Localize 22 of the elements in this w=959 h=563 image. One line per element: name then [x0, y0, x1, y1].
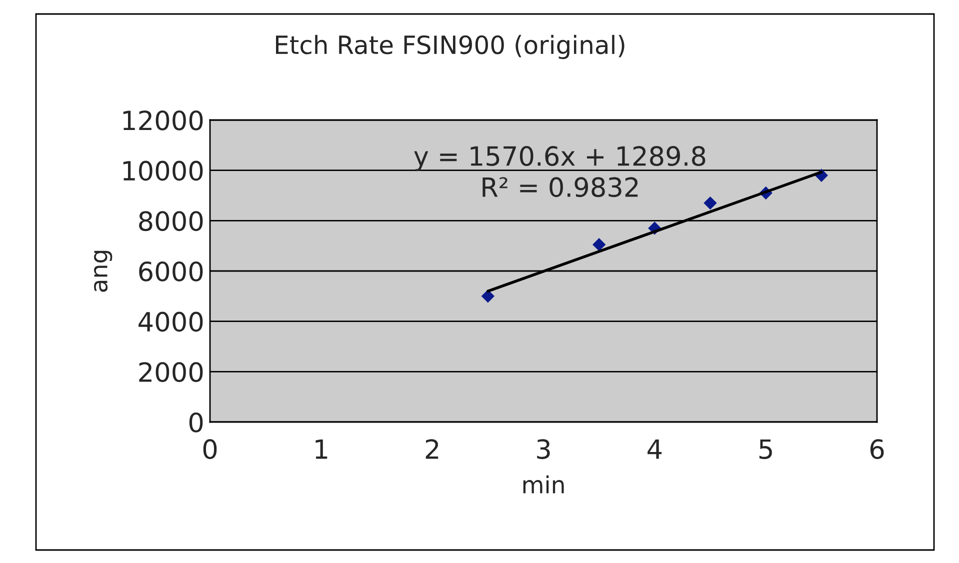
point — [704, 196, 717, 210]
y-tick-label: 4000 — [138, 312, 203, 332]
y-tick-label: 8000 — [139, 211, 203, 232]
point — [592, 238, 606, 252]
x-axis-title: min — [523, 475, 564, 494]
y-tick-label: 10000 — [123, 160, 203, 181]
x-tick-label: 2 — [426, 439, 438, 459]
y-axis-title: ang — [94, 250, 112, 292]
y-tick-label: 12000 — [123, 110, 203, 130]
x-tick-label: 0 — [203, 439, 217, 460]
x-tick-label: 5 — [759, 439, 772, 460]
y-tick-label: 2000 — [139, 362, 203, 382]
y-tick-label: 0 — [189, 412, 203, 432]
y-tick-label: 6000 — [139, 261, 203, 282]
chart-title: Etch Rate FSIN900 (original) — [276, 34, 624, 60]
annotation: y = 1570.6x + 1289.8 — [414, 146, 706, 172]
x-tick-label: 6 — [870, 439, 884, 460]
x-tick-label: 3 — [537, 439, 550, 460]
x-tick-label: 1 — [316, 439, 328, 459]
x-tick-label: 4 — [648, 439, 662, 459]
point — [481, 290, 495, 303]
annotation: R² = 0.9832 — [482, 177, 638, 198]
